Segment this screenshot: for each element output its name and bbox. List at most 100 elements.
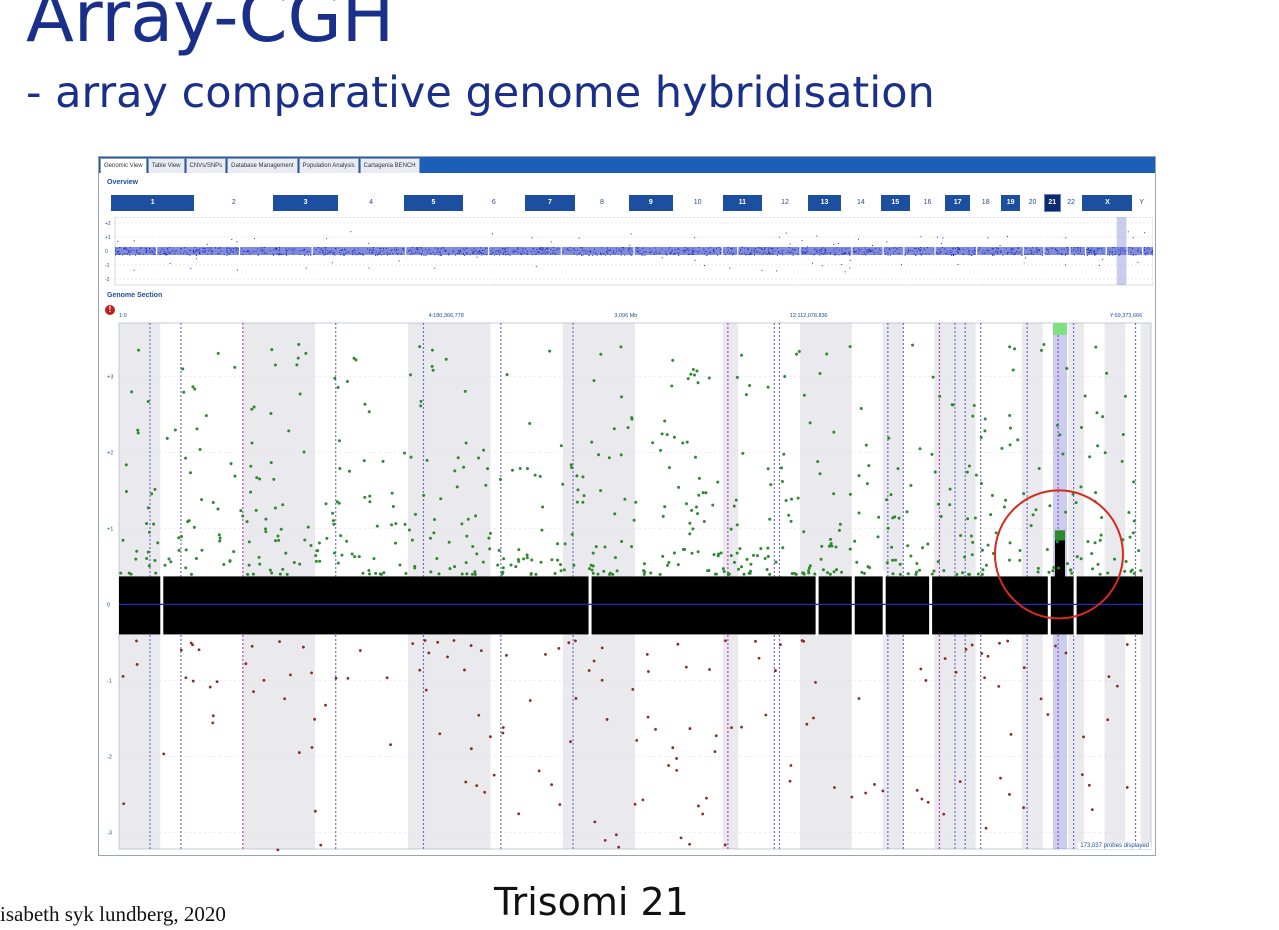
gain-probe bbox=[1079, 557, 1083, 561]
overview-probe bbox=[509, 254, 511, 256]
gain-probe bbox=[611, 572, 615, 576]
tab-database-management[interactable]: Database Management bbox=[227, 158, 298, 173]
loss-probe bbox=[984, 826, 988, 830]
gain-probe bbox=[936, 502, 940, 506]
chromosome-button-14[interactable]: 14 bbox=[857, 199, 865, 206]
loss-probe bbox=[438, 732, 442, 736]
gain-probe bbox=[642, 562, 646, 566]
chromosome-button-13[interactable]: 13 bbox=[807, 195, 842, 211]
gain-probe bbox=[409, 455, 413, 459]
overview-probe bbox=[849, 259, 851, 261]
gain-probe bbox=[550, 558, 554, 562]
chromosome-button-17[interactable]: 17 bbox=[945, 195, 971, 211]
gain-probe bbox=[884, 498, 888, 502]
loss-probe bbox=[600, 678, 604, 682]
overview-probe bbox=[1094, 254, 1096, 256]
gain-probe bbox=[277, 538, 281, 542]
chromosome-button-11[interactable]: 11 bbox=[722, 195, 763, 211]
gain-probe bbox=[663, 505, 667, 509]
gain-probe bbox=[994, 531, 998, 535]
chromosome-button-10[interactable]: 10 bbox=[693, 199, 702, 206]
gain-probe bbox=[909, 483, 913, 487]
gain-probe bbox=[909, 554, 913, 558]
gain-probe bbox=[570, 532, 574, 536]
gain-probe bbox=[663, 419, 667, 423]
gain-probe bbox=[1095, 411, 1099, 415]
chromosome-button-3[interactable]: 3 bbox=[273, 195, 338, 211]
chromosome-button-18[interactable]: 18 bbox=[981, 199, 990, 206]
gain-probe bbox=[278, 572, 282, 576]
gain-probe bbox=[738, 547, 742, 551]
chromosome-button-7[interactable]: 7 bbox=[524, 195, 575, 211]
overview-probe bbox=[844, 271, 846, 273]
gain-probe bbox=[270, 348, 274, 352]
gain-probe bbox=[707, 376, 711, 380]
gain-probe bbox=[983, 417, 987, 421]
chromosome-button-16[interactable]: 16 bbox=[923, 199, 932, 206]
gain-probe bbox=[561, 482, 565, 486]
loss-probe bbox=[943, 657, 947, 660]
tab-cnvs-snps[interactable]: CNVs/SNPs bbox=[185, 158, 227, 173]
loss-probe bbox=[1107, 675, 1111, 679]
gain-probe bbox=[375, 524, 379, 528]
genome-position-label: 4:180,366,778 bbox=[429, 313, 464, 319]
overview-probe bbox=[195, 258, 197, 260]
chromosome-button-15[interactable]: 15 bbox=[880, 195, 910, 211]
overview-probe bbox=[920, 254, 922, 256]
chromosome-button-12[interactable]: 12 bbox=[781, 199, 789, 206]
overview-probe bbox=[481, 254, 483, 256]
gain-probe bbox=[124, 489, 128, 493]
gain-probe bbox=[146, 399, 150, 403]
gain-probe bbox=[1098, 538, 1102, 542]
loss-probe bbox=[631, 687, 635, 691]
overview-probe bbox=[957, 264, 959, 266]
chromosome-button-4[interactable]: 4 bbox=[369, 199, 374, 206]
gain-probe bbox=[464, 561, 468, 565]
gain-probe bbox=[431, 368, 435, 372]
overview-probe bbox=[257, 254, 259, 256]
gain-probe bbox=[857, 474, 861, 478]
loss-probe bbox=[469, 747, 473, 751]
overview-probe bbox=[578, 237, 580, 239]
gain-probe bbox=[837, 528, 841, 532]
genome-position-label: Y:69,373,666 bbox=[1110, 313, 1142, 319]
chromosome-button-1[interactable]: 1 bbox=[111, 195, 195, 211]
loss-probe bbox=[635, 739, 639, 742]
chromosome-button-2[interactable]: 2 bbox=[231, 199, 236, 206]
gain-probe bbox=[1127, 511, 1131, 515]
chromosome-button-9[interactable]: 9 bbox=[628, 195, 673, 211]
chromosome-button-20[interactable]: 20 bbox=[1028, 199, 1037, 206]
chromosome-button-6[interactable]: 6 bbox=[491, 199, 496, 206]
gain-probe bbox=[130, 390, 134, 394]
loss-probe bbox=[1087, 783, 1091, 787]
gain-probe bbox=[898, 572, 902, 576]
gain-probe bbox=[716, 480, 720, 484]
tab-cartagenia-bench[interactable]: Cartagenia BENCH bbox=[359, 158, 420, 173]
chromosome-button-x[interactable]: X bbox=[1082, 195, 1133, 211]
loss-probe bbox=[488, 735, 492, 739]
warning-icon[interactable]: ! bbox=[105, 305, 115, 315]
chromosome-button-21[interactable]: 21 bbox=[1043, 194, 1061, 212]
chromosome-button-22[interactable]: 22 bbox=[1067, 199, 1075, 206]
gain-probe bbox=[694, 505, 698, 509]
tab-table-view[interactable]: Table View bbox=[147, 158, 185, 173]
genome-section-plot[interactable]: 1:0 4:180,366,778 3,096 Mb 12:112,078,836 Y:… bbox=[105, 305, 1153, 851]
tab-population-analysis[interactable]: Population Analysis bbox=[298, 158, 359, 173]
overview-probe bbox=[745, 254, 747, 256]
chromosome-button-5[interactable]: 5 bbox=[404, 195, 463, 211]
chromosome-button-19[interactable]: 19 bbox=[1001, 195, 1021, 211]
gain-probe bbox=[177, 536, 181, 540]
overview-probe bbox=[1021, 254, 1023, 256]
gain-probe bbox=[407, 528, 411, 532]
overview-plot[interactable]: +2 +1 0 -1 -2 bbox=[105, 217, 1153, 287]
gain-probe bbox=[453, 469, 457, 473]
gain-probe bbox=[896, 467, 900, 471]
overview-probe bbox=[190, 267, 192, 269]
loss-probe bbox=[805, 722, 809, 726]
gain-probe bbox=[264, 530, 268, 534]
chromosome-button-y[interactable]: Y bbox=[1139, 199, 1145, 206]
gain-probe bbox=[486, 467, 490, 471]
gain-probe bbox=[471, 544, 475, 548]
chromosome-button-8[interactable]: 8 bbox=[600, 199, 604, 206]
tab-genomic-view[interactable]: Genomic View bbox=[100, 158, 147, 173]
